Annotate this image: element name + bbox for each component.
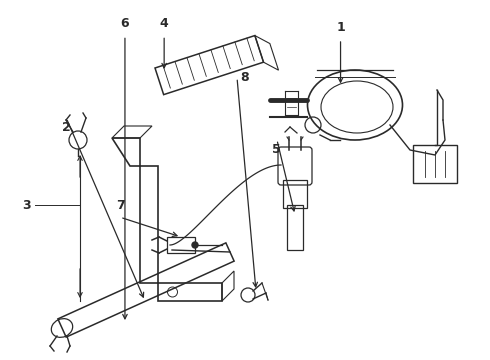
Text: 3: 3	[23, 199, 31, 212]
Circle shape	[192, 242, 198, 248]
Text: 8: 8	[241, 71, 249, 84]
Bar	[287, 205, 303, 250]
Bar	[167, 237, 195, 253]
Text: 4: 4	[160, 17, 169, 30]
Text: 7: 7	[116, 199, 124, 212]
Bar	[413, 145, 457, 183]
Text: 6: 6	[121, 17, 129, 30]
Bar	[283, 180, 307, 208]
Text: 1: 1	[336, 21, 345, 33]
Text: 2: 2	[62, 121, 71, 134]
Text: 5: 5	[272, 143, 281, 156]
